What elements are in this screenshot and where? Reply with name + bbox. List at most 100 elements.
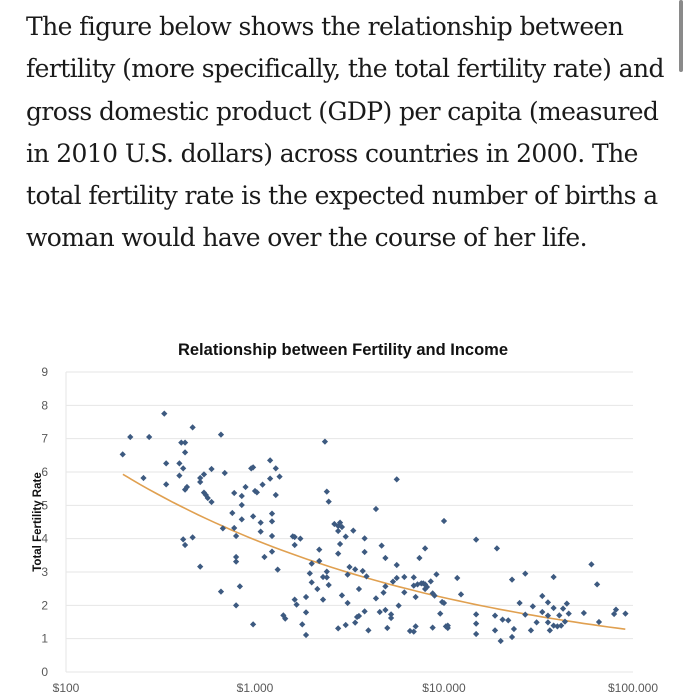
data-point [257,528,264,535]
x-tick-label: $1,000 [237,681,274,692]
data-point [268,518,276,525]
data-point [180,465,187,472]
data-point [189,534,196,541]
data-point [219,525,226,532]
data-point [161,410,168,417]
data-point [140,474,147,482]
y-tick-label: 2 [41,598,48,612]
data-point [242,483,249,491]
y-axis-label: Total Fertility Rate [32,472,44,571]
data-point [372,595,380,602]
fertility-income-chart: Relationship between Fertility and Incom… [32,341,658,692]
data-point [440,517,448,525]
data-point [493,545,501,552]
data-point [342,533,349,540]
scrollbar[interactable] [679,0,683,72]
data-point [384,624,391,632]
data-point [306,570,313,577]
data-point [444,622,451,629]
data-point [393,561,400,569]
data-point [410,628,417,635]
data-point [473,611,480,618]
data-point [208,465,215,473]
data-point [473,620,480,627]
y-tick-label: 0 [41,665,48,679]
data-point [346,563,353,571]
data-point [429,624,436,631]
data-point [257,519,264,526]
y-tick-label: 6 [41,465,48,479]
data-point [393,476,400,483]
data-point [204,494,211,502]
data-point [323,568,330,575]
data-point [401,589,408,596]
data-point [588,561,595,568]
y-tick-label: 8 [41,398,48,412]
data-point [272,491,279,499]
data-point [378,542,385,549]
data-point [268,548,276,555]
data-point [146,433,153,441]
data-point [361,608,368,615]
data-point [355,612,363,620]
data-point [412,623,419,630]
y-tick-label: 7 [41,432,48,446]
data-point [376,608,383,616]
y-tick-label: 9 [41,365,48,379]
x-tick-label: $100,000 [608,681,658,692]
data-point [163,460,170,467]
article-paragraph: The figure below shows the relationship … [26,12,664,253]
data-point [533,619,540,626]
data-point [401,573,408,581]
data-point [197,478,204,486]
data-point [550,573,557,581]
data-point [406,627,414,635]
data-point [291,541,298,549]
data-point [522,570,529,577]
data-point [342,621,349,629]
data-point [558,622,565,629]
data-point [612,606,620,613]
data-point [522,611,529,618]
data-point [314,585,321,593]
data-point [231,489,238,497]
data-point [544,619,552,626]
data-point [180,536,187,543]
data-point [497,637,504,645]
data-point [261,553,268,561]
data-point [321,438,329,445]
data-point [229,509,236,517]
data-point [189,424,196,431]
data-point [208,498,215,506]
data-point [508,576,516,583]
data-point [350,527,357,534]
x-tick-label: $10,000 [422,681,466,692]
data-point [336,540,344,548]
data-point [457,591,465,598]
data-point [365,627,372,634]
data-point [181,449,189,456]
y-tick-label: 4 [41,532,48,546]
data-point [355,585,363,593]
data-point [387,611,395,618]
data-point [359,567,366,575]
data-point [325,581,332,589]
x-tick-label: $100 [53,681,80,692]
data-point [181,541,189,549]
data-point [276,473,283,480]
data-point [539,608,546,616]
data-point [352,619,359,626]
data-point [316,546,323,553]
data-point [580,609,587,617]
data-point [437,610,444,617]
data-point [335,550,342,557]
data-point [176,460,183,467]
data-point [382,554,389,562]
data-point [563,600,570,607]
data-point [308,560,315,567]
data-point [176,472,183,479]
trend-line [122,473,626,630]
data-point [308,579,315,586]
data-point [473,630,480,638]
data-point [323,574,330,581]
